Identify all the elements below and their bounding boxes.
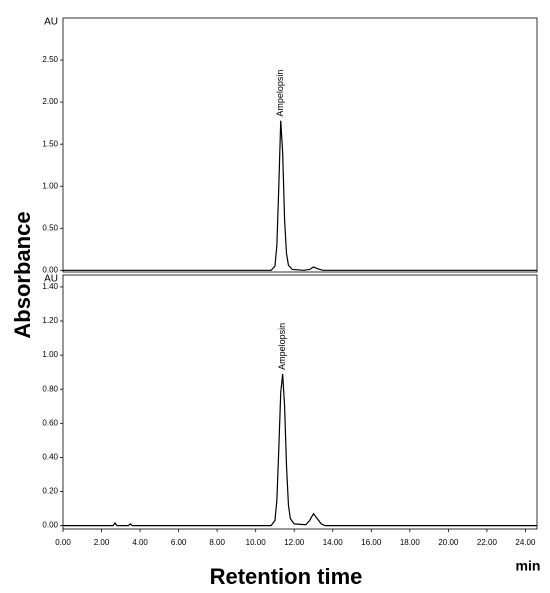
y-tick-label: 1.20 — [42, 316, 58, 325]
y-tick-label: 0.50 — [42, 223, 58, 232]
plot-frame — [62, 274, 538, 530]
y-tick-label: 0.00 — [42, 521, 58, 530]
x-tick-label: 16.00 — [361, 538, 382, 547]
x-tick-label: 14.00 — [323, 538, 344, 547]
y-tick-label: 1.40 — [42, 282, 58, 291]
y-tick-label: 1.00 — [42, 181, 58, 190]
x-tick-label: 4.00 — [132, 538, 148, 547]
y-unit: AU — [44, 17, 58, 28]
peak-label: Ampelopsin — [277, 323, 287, 370]
trace — [63, 120, 537, 271]
y-axis-title: Absorbance — [10, 211, 35, 338]
y-unit: AU — [44, 274, 58, 285]
peak-label: Ampelopsin — [275, 70, 285, 117]
y-tick-label: 0.20 — [42, 487, 58, 496]
x-tick-label: 24.00 — [515, 538, 536, 547]
x-tick-label: 18.00 — [400, 538, 421, 547]
x-tick-label: 10.00 — [246, 538, 267, 547]
x-tick-label: 6.00 — [171, 538, 187, 547]
x-axis-title: Retention time — [210, 564, 363, 589]
y-tick-label: 0.80 — [42, 384, 58, 393]
x-tick-label: 12.00 — [284, 538, 305, 547]
y-tick-label: 2.50 — [42, 55, 58, 64]
y-tick-label: 1.50 — [42, 139, 58, 148]
x-tick-label: 2.00 — [94, 538, 110, 547]
x-tick-label: 8.00 — [209, 538, 225, 547]
y-tick-label: 0.00 — [42, 265, 58, 274]
y-tick-label: 0.40 — [42, 453, 58, 462]
x-tick-label: 0.00 — [55, 538, 71, 547]
plot-frame — [62, 17, 538, 273]
x-unit: min — [516, 558, 541, 574]
x-tick-label: 20.00 — [438, 538, 459, 547]
y-tick-label: 2.00 — [42, 97, 58, 106]
x-tick-label: 22.00 — [477, 538, 498, 547]
y-tick-label: 1.00 — [42, 350, 58, 359]
trace — [63, 373, 537, 527]
y-tick-label: 0.60 — [42, 418, 58, 427]
